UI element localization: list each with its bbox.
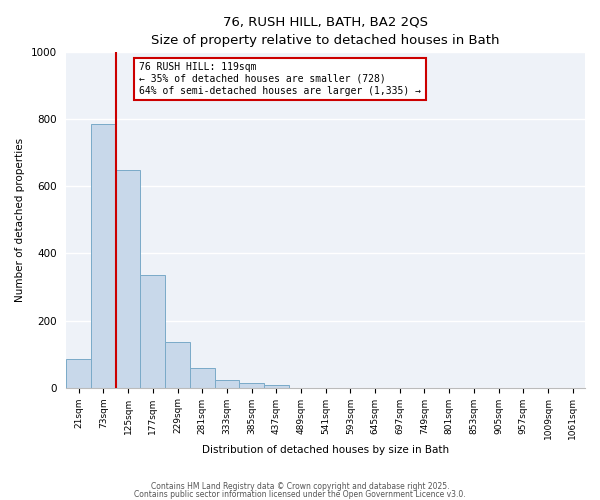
Text: Contains HM Land Registry data © Crown copyright and database right 2025.: Contains HM Land Registry data © Crown c… [151,482,449,491]
Bar [190,368,215,388]
Bar [264,385,289,388]
Title: 76, RUSH HILL, BATH, BA2 2QS
Size of property relative to detached houses in Bat: 76, RUSH HILL, BATH, BA2 2QS Size of pro… [151,15,500,47]
Text: Contains public sector information licensed under the Open Government Licence v3: Contains public sector information licen… [134,490,466,499]
Bar [215,380,239,388]
Bar [140,276,165,388]
Bar [165,342,190,388]
Bar [116,170,140,388]
Y-axis label: Number of detached properties: Number of detached properties [15,138,25,302]
Bar [67,359,91,388]
X-axis label: Distribution of detached houses by size in Bath: Distribution of detached houses by size … [202,445,449,455]
Bar [91,124,116,388]
Bar [239,383,264,388]
Text: 76 RUSH HILL: 119sqm
← 35% of detached houses are smaller (728)
64% of semi-deta: 76 RUSH HILL: 119sqm ← 35% of detached h… [139,62,421,96]
